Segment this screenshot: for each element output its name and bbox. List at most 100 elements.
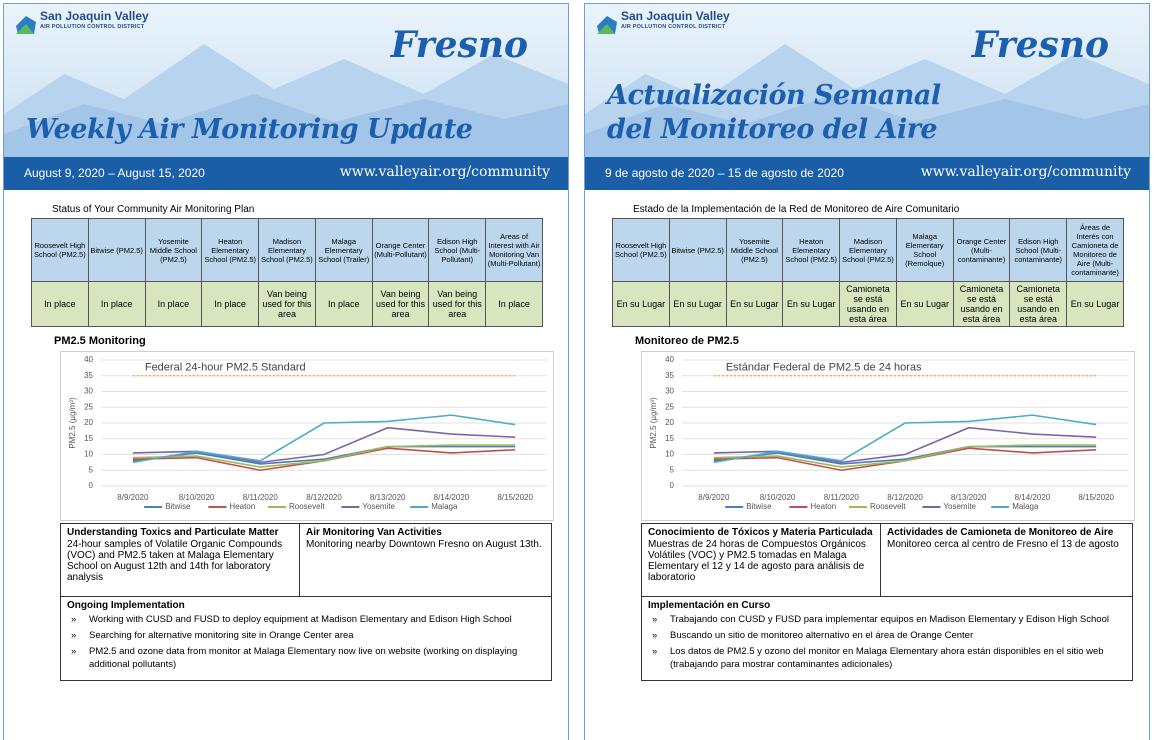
ongoing-item: Trabajando con CUSD y FUSD para implemen… [648, 613, 1126, 627]
y-axis-label: PM2.5 (µg/m³) [649, 397, 658, 449]
table-cell: In place [314, 281, 373, 327]
table-header-cell: Roosevelt High School (PM2.5) [31, 218, 89, 282]
x-tick-label: 8/14/2020 [1015, 493, 1051, 502]
x-tick-label: 8/12/2020 [887, 493, 923, 502]
table-header-cell: Areas of Interest with Air Monitoring Va… [485, 218, 543, 282]
info-box-text: Monitoreo cerca al centro de Fresno el 1… [887, 539, 1119, 550]
status-table: Roosevelt High School (PM2.5) Bitwise (PM… [31, 218, 543, 327]
table-cell: En su Lugar [782, 281, 841, 327]
title-line: Actualización Semanal [607, 80, 941, 111]
legend-label: Malaga [1012, 502, 1039, 511]
info-boxes: Understanding Toxics and Particulate Mat… [60, 523, 552, 597]
table-header-cell: Roosevelt High School (PM2.5) [612, 218, 670, 282]
table-cell: In place [31, 281, 89, 327]
info-box-title: Conocimiento de Tóxicos y Materia Partic… [648, 527, 873, 538]
header: San Joaquin Valley AIR POLLUTION CONTROL … [585, 4, 1149, 190]
table-title: Status of Your Community Air Monitoring … [52, 204, 255, 215]
chart-title: Monitoreo de PM2.5 [635, 335, 739, 347]
y-tick-label: 0 [89, 481, 94, 490]
city: Fresno [971, 24, 1109, 66]
ongoing-title: Ongoing Implementation [67, 600, 185, 611]
date-band: 9 de agosto de 2020 – 15 de agosto de 20… [585, 157, 1149, 190]
city: Fresno [390, 24, 528, 66]
y-tick-label: 25 [84, 402, 93, 411]
y-tick-label: 40 [665, 355, 674, 364]
x-tick-label: 8/14/2020 [434, 493, 470, 502]
legend-label: Malaga [431, 502, 458, 511]
y-tick-label: 5 [670, 465, 675, 474]
ongoing-item: Buscando un sitio de monitoreo alternati… [648, 629, 1126, 643]
table-cell: Van being used for this area [428, 281, 487, 327]
table-header-cell: Bitwise (PM2.5) [668, 218, 727, 282]
date-band: August 9, 2020 – August 15, 2020 www.vall… [4, 157, 568, 190]
x-tick-label: 8/9/2020 [117, 493, 149, 502]
table-header-cell: Malaga Elementary School (Trailer) [314, 218, 373, 282]
table-row: In place In place In place In place Van bein… [31, 281, 543, 327]
y-tick-label: 35 [665, 371, 674, 380]
info-boxes: Conocimiento de Tóxicos y Materia Partic… [641, 523, 1133, 597]
page-body: Status of Your Community Air Monitoring … [4, 204, 568, 682]
x-tick-label: 8/12/2020 [306, 493, 342, 502]
table-header-cell: Edison High School (Multi-Pollutant) [428, 218, 487, 282]
x-tick-label: 8/15/2020 [1078, 493, 1114, 502]
header-art [4, 4, 568, 157]
table-header-row: Roosevelt High School (PM2.5) Bitwise (PM… [612, 218, 1124, 282]
table-cell: En su Lugar [1066, 281, 1124, 327]
y-tick-label: 5 [89, 465, 94, 474]
y-tick-label: 30 [665, 387, 674, 396]
table-header-row: Roosevelt High School (PM2.5) Bitwise (PM… [31, 218, 543, 282]
legend-label: Bitwise [746, 502, 772, 511]
standard-label: Estándar Federal de PM2.5 de 24 horas [726, 362, 922, 374]
table-cell: En su Lugar [668, 281, 727, 327]
series-line [132, 445, 516, 465]
y-tick-label: 20 [665, 418, 674, 427]
table-title: Estado de la Implementación de la Red de… [633, 204, 960, 215]
legend-label: Yosemite [943, 502, 976, 511]
legend-label: Bitwise [165, 502, 191, 511]
logo-subtitle: AIR POLLUTION CONTROL DISTRICT [621, 24, 726, 30]
y-tick-label: 0 [670, 481, 675, 490]
y-tick-label: 15 [665, 434, 674, 443]
table-header-cell: Yosemite Middle School (PM2.5) [144, 218, 203, 282]
table-header-cell: Áreas de Interés con Camioneta de Monito… [1066, 218, 1124, 282]
info-box-text: Muestras de 24 horas de Compuestos Orgán… [648, 539, 866, 583]
table-cell: In place [87, 281, 146, 327]
logo-name: San Joaquin Valley [40, 9, 149, 23]
info-box-title: Air Monitoring Van Activities [306, 527, 442, 538]
info-box-text: 24-hour samples of Volatile Organic Comp… [67, 539, 283, 583]
table-row: En su Lugar En su Lugar En su Lugar En su L… [612, 281, 1124, 327]
series-line [132, 414, 516, 464]
page: San Joaquin Valley AIR POLLUTION CONTROL … [584, 3, 1150, 740]
legend-label: Yosemite [362, 502, 395, 511]
info-box-title: Understanding Toxics and Particulate Mat… [67, 527, 279, 538]
info-box: Actividades de Camioneta de Monitoreo de… [881, 523, 1133, 597]
y-tick-label: 15 [84, 434, 93, 443]
table-cell: Camioneta se está usando en esta área [952, 281, 1011, 327]
series-line [132, 444, 516, 468]
table-cell: In place [485, 281, 543, 327]
table-header-cell: Orange Center (Multi-contaminante) [952, 218, 1011, 282]
y-tick-label: 10 [84, 450, 93, 459]
y-tick-label: 20 [84, 418, 93, 427]
url: www.valleyair.org/community [920, 164, 1131, 180]
y-tick-label: 30 [84, 387, 93, 396]
table-header-cell: Orange Center (Multi-Pollutant) [371, 218, 430, 282]
legend-label: Roosevelt [870, 502, 906, 511]
table-header-cell: Malaga Elementary School (Remolque) [895, 218, 954, 282]
ongoing-item: Working with CUSD and FUSD to deploy equ… [67, 613, 545, 627]
logo-subtitle: AIR POLLUTION CONTROL DISTRICT [40, 24, 145, 30]
header: San Joaquin Valley AIR POLLUTION CONTROL … [4, 4, 568, 190]
x-tick-label: 8/10/2020 [179, 493, 215, 502]
ongoing-item: Los datos de PM2.5 y ozono del monitor e… [648, 645, 1126, 673]
chart: 0 5 10 15 20 25 30 35 40 PM2.5 (µg/m³) 8/9/2020 8/1… [641, 351, 1135, 521]
title-line: Weekly Air Monitoring Update [26, 114, 473, 145]
ongoing-item: Searching for alternative monitoring sit… [67, 629, 545, 643]
table-cell: En su Lugar [725, 281, 784, 327]
table-cell: In place [201, 281, 260, 327]
info-box-title: Actividades de Camioneta de Monitoreo de… [887, 527, 1114, 538]
table-cell: Camioneta se está usando en esta área [1009, 281, 1068, 327]
series-line [713, 414, 1097, 464]
ongoing-box: Ongoing Implementation Working with CUSD … [60, 597, 552, 682]
table-header-cell: Bitwise (PM2.5) [87, 218, 146, 282]
